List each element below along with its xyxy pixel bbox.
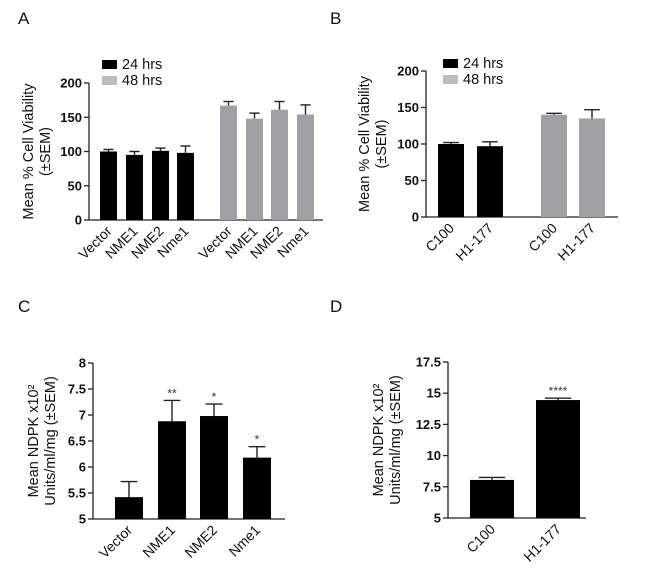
bar bbox=[200, 416, 228, 519]
y-axis-label: Units/ml/mg (±SEM) bbox=[43, 376, 59, 506]
bar bbox=[470, 479, 514, 518]
y-tick-label: 5.5 bbox=[68, 486, 86, 501]
bar bbox=[541, 114, 567, 217]
legend-swatch bbox=[102, 76, 117, 85]
bar bbox=[100, 151, 117, 220]
x-category-label: NME1 bbox=[139, 522, 178, 561]
x-category-label: Vector bbox=[96, 522, 136, 562]
y-tick-label: 6 bbox=[79, 460, 86, 475]
y-tick-label: 100 bbox=[60, 144, 82, 159]
legend-swatch bbox=[102, 60, 117, 69]
y-tick-label: 0 bbox=[412, 210, 419, 225]
panel-label: B bbox=[330, 9, 341, 28]
y-axis-label: Mean % Cell Viability bbox=[357, 75, 373, 212]
y-axis-label: Mean NDPK x10² bbox=[26, 384, 42, 497]
y-axis-label: Units/ml/mg (±SEM) bbox=[388, 375, 404, 505]
bar bbox=[579, 118, 605, 217]
legend-label: 48 hrs bbox=[463, 72, 503, 88]
x-category-label: C100 bbox=[463, 521, 498, 556]
panel-label: C bbox=[18, 297, 30, 316]
y-tick-label: 200 bbox=[60, 76, 82, 91]
x-category-label: Nme1 bbox=[225, 522, 263, 560]
y-tick-label: 7.5 bbox=[423, 479, 441, 494]
y-tick-label: 200 bbox=[397, 64, 419, 79]
y-axis-label: (±SEM) bbox=[374, 119, 390, 168]
y-tick-label: 0 bbox=[75, 213, 82, 228]
y-tick-label: 5 bbox=[79, 512, 86, 527]
y-tick-label: 10 bbox=[427, 448, 441, 463]
panel-a: A 0 50 100 150 200 Mean % Cell Viability (±SEM)… bbox=[18, 9, 323, 262]
bar bbox=[152, 150, 169, 220]
bar bbox=[271, 109, 288, 220]
y-tick-label: 15 bbox=[427, 386, 441, 401]
panel-label: D bbox=[330, 297, 342, 316]
bar bbox=[246, 118, 263, 220]
y-tick-label: 150 bbox=[397, 100, 419, 115]
bar bbox=[477, 146, 503, 217]
x-category-label: NME2 bbox=[181, 522, 220, 561]
y-tick-label: 7 bbox=[79, 408, 86, 423]
bar bbox=[536, 400, 580, 518]
x-category-label: C100 bbox=[422, 220, 457, 255]
y-axis-label: Mean % Cell Viability bbox=[21, 83, 37, 220]
x-category-label: H1-177 bbox=[554, 220, 598, 264]
significance-marker: * bbox=[255, 433, 260, 447]
bar bbox=[177, 152, 194, 220]
panel-c: C 5 5.5 6 6.5 7 7.5 8 Mean NDPK x10² Units/ml/mg … bbox=[18, 297, 285, 561]
bar bbox=[243, 457, 271, 519]
panel-d: D 5 7.5 10 12.5 15 17.5 Mean NDPK x10² Units/ml/… bbox=[330, 297, 586, 565]
panel-b: B 0 50 100 150 200 Mean % Cell Viability (±SEM)… bbox=[330, 9, 618, 264]
significance-marker: ** bbox=[167, 386, 177, 400]
legend-swatch bbox=[443, 75, 458, 84]
panel-label: A bbox=[18, 9, 30, 28]
y-tick-label: 8 bbox=[79, 356, 86, 371]
significance-marker: **** bbox=[549, 384, 568, 398]
bar bbox=[438, 144, 464, 217]
bar bbox=[115, 497, 143, 519]
y-axis-label: (±SEM) bbox=[38, 127, 54, 176]
y-tick-label: 5 bbox=[434, 511, 441, 526]
y-axis-label: Mean NDPK x10² bbox=[371, 383, 387, 496]
bar bbox=[297, 114, 314, 220]
x-category-label: C100 bbox=[525, 220, 560, 255]
legend-label: 48 hrs bbox=[122, 73, 162, 89]
legend-label: 24 hrs bbox=[463, 56, 503, 72]
y-tick-label: 50 bbox=[405, 173, 419, 188]
y-tick-label: 12.5 bbox=[416, 417, 441, 432]
bar bbox=[158, 421, 186, 519]
y-tick-label: 17.5 bbox=[416, 355, 441, 370]
bar bbox=[220, 105, 237, 220]
y-tick-label: 50 bbox=[68, 178, 82, 193]
legend-swatch bbox=[443, 59, 458, 68]
x-category-label: H1-177 bbox=[452, 220, 496, 264]
y-tick-label: 100 bbox=[397, 137, 419, 152]
y-tick-label: 6.5 bbox=[68, 434, 86, 449]
legend-label: 24 hrs bbox=[122, 57, 162, 73]
significance-marker: * bbox=[212, 390, 217, 404]
y-tick-label: 150 bbox=[60, 110, 82, 125]
x-category-label: H1-177 bbox=[520, 521, 564, 565]
bar bbox=[126, 154, 143, 220]
y-tick-label: 7.5 bbox=[68, 382, 86, 397]
